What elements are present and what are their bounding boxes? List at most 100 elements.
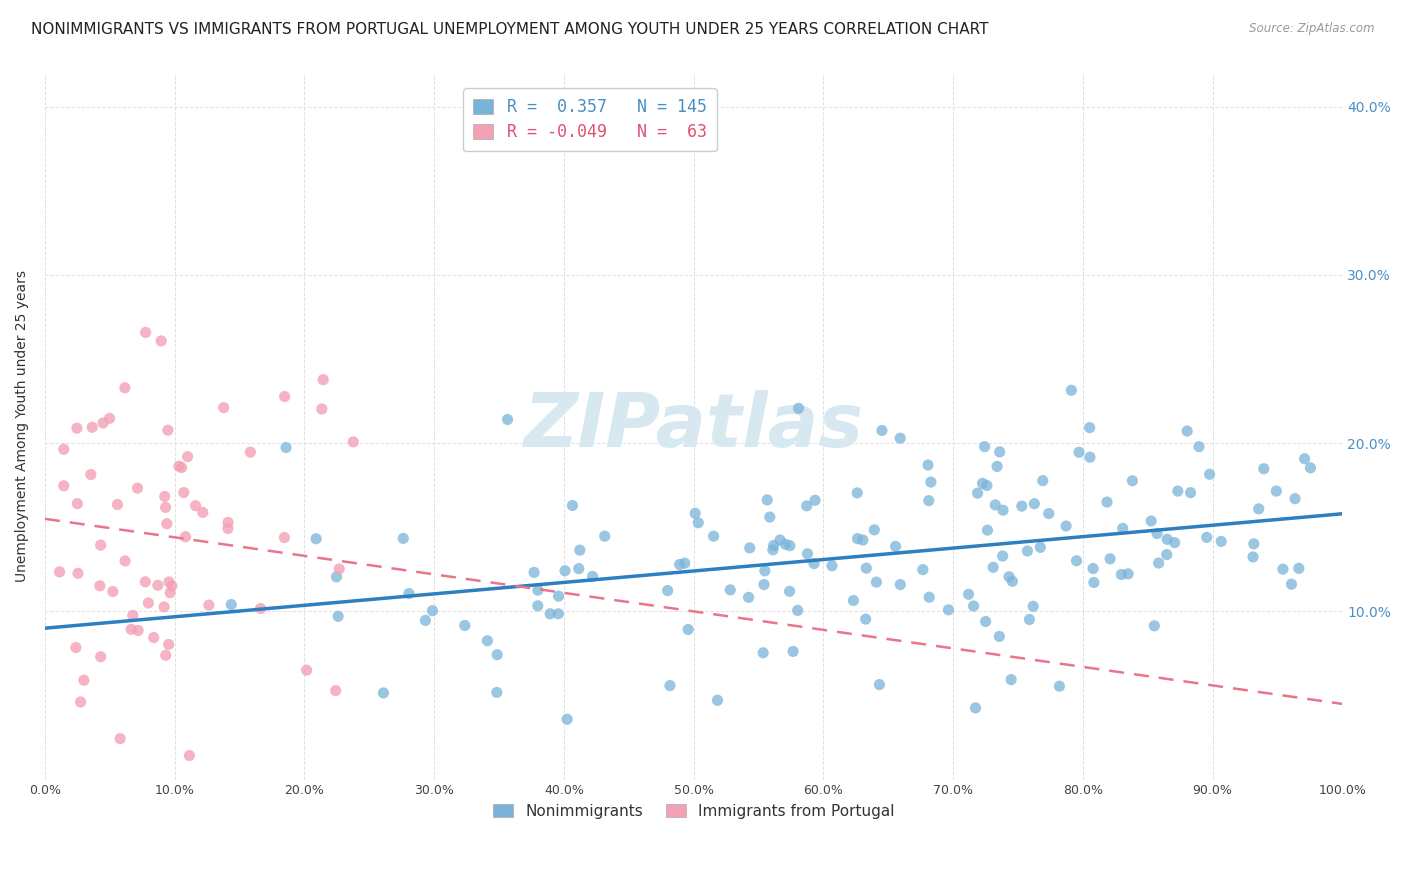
Point [889,431,911,445]
Point [917,458,939,472]
Point [170,460,193,475]
Point [80,467,103,482]
Legend: Nonimmigrants, Immigrants from Portugal: Nonimmigrants, Immigrants from Portugal [486,797,900,825]
Point [737,591,759,605]
Point [159,586,181,600]
Point [804,493,827,508]
Point [966,486,988,500]
Point [976,523,998,537]
Point [1047,679,1070,693]
Point [249,601,271,615]
Point [1163,535,1185,549]
Point [108,731,131,746]
Point [1038,507,1060,521]
Point [846,486,869,500]
Point [146,578,169,592]
Point [1000,673,1022,687]
Point [486,648,509,662]
Point [758,510,780,524]
Point [1121,474,1143,488]
Point [1288,561,1310,575]
Point [422,604,444,618]
Point [870,424,893,438]
Point [538,607,561,621]
Point [855,612,877,626]
Point [918,493,941,508]
Point [217,516,239,530]
Point [852,533,875,547]
Point [962,599,984,613]
Point [752,577,775,591]
Point [762,538,785,552]
Point [1156,533,1178,547]
Point [1167,484,1189,499]
Point [855,561,877,575]
Point [1060,384,1083,398]
Point [65,640,87,655]
Point [155,500,177,515]
Point [1078,450,1101,465]
Point [69,695,91,709]
Point [752,646,775,660]
Point [683,507,706,521]
Point [1211,534,1233,549]
Point [769,533,792,547]
Point [295,663,318,677]
Point [273,531,295,545]
Point [325,683,347,698]
Point [114,381,136,395]
Point [561,499,583,513]
Point [1112,521,1135,535]
Point [1180,485,1202,500]
Point [157,637,180,651]
Point [219,598,242,612]
Point [311,402,333,417]
Point [547,607,569,621]
Point [1022,599,1045,614]
Point [568,543,591,558]
Point [863,523,886,537]
Point [173,485,195,500]
Point [312,373,335,387]
Point [398,586,420,600]
Point [868,677,890,691]
Point [142,631,165,645]
Point [305,532,328,546]
Point [217,522,239,536]
Point [1099,551,1122,566]
Point [155,648,177,663]
Point [477,633,499,648]
Point [415,614,437,628]
Point [1024,497,1046,511]
Point [889,577,911,591]
Point [52,479,75,493]
Point [976,478,998,492]
Point [984,498,1007,512]
Point [1299,460,1322,475]
Point [527,583,550,598]
Point [775,537,797,551]
Point [1078,420,1101,434]
Point [703,529,725,543]
Point [988,630,1011,644]
Point [1271,562,1294,576]
Point [918,590,941,604]
Point [1083,575,1105,590]
Point [1281,577,1303,591]
Point [796,547,818,561]
Point [157,574,180,589]
Point [796,499,818,513]
Point [593,529,616,543]
Point [972,476,994,491]
Point [107,498,129,512]
Point [911,563,934,577]
Point [127,624,149,638]
Point [373,686,395,700]
Point [547,589,569,603]
Point [988,445,1011,459]
Point [526,599,548,613]
Point [153,490,176,504]
Point [658,679,681,693]
Point [738,541,761,555]
Point [66,421,89,435]
